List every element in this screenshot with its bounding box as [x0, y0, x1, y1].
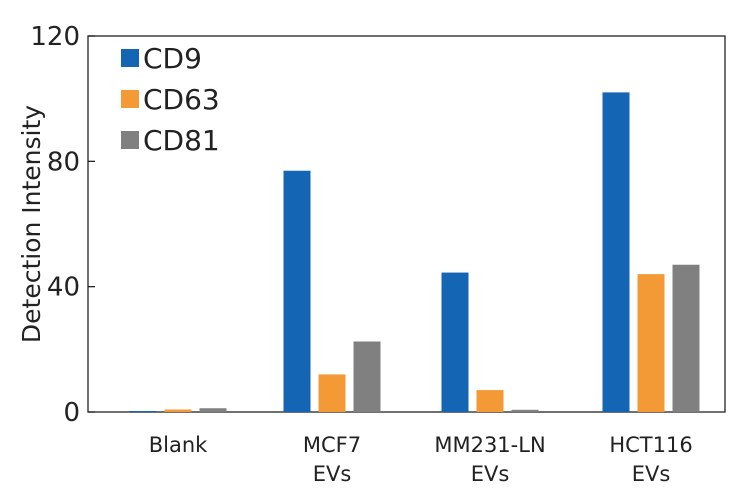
legend-label-cd63: CD63 [143, 83, 220, 116]
x-category-label: MM231-LN [434, 433, 545, 457]
y-tick-label: 0 [63, 398, 80, 428]
y-axis-label: Detection Intensity [17, 105, 46, 343]
bar-cd9 [441, 272, 469, 412]
bar-cd9 [602, 92, 630, 413]
x-category-label: EVs [632, 462, 671, 486]
y-tick-label: 120 [30, 22, 80, 52]
x-axis-category-labels: Blank MCF7 EVs MM231-LN EVs HCT116 EVs [149, 433, 693, 486]
y-tick-label: 80 [47, 147, 80, 177]
legend-swatch-cd63 [121, 90, 139, 108]
bar-cd63 [476, 390, 504, 412]
bars [129, 92, 700, 413]
x-category-label: EVs [313, 462, 352, 486]
y-axis-ticks: 0 40 80 120 [30, 22, 95, 428]
x-category-label: MCF7 [303, 433, 361, 457]
legend-swatch-cd81 [121, 131, 139, 149]
bar-cd9 [283, 170, 311, 412]
legend: CD9 CD63 CD81 [121, 42, 220, 157]
legend-swatch-cd9 [121, 49, 139, 67]
bar-cd81 [199, 408, 227, 412]
plot-frame [87, 35, 726, 413]
bar-cd9 [129, 411, 157, 412]
x-category-label: HCT116 [609, 433, 692, 457]
bar-cd81 [511, 409, 539, 412]
bar-cd81 [672, 264, 700, 412]
x-category-label: Blank [149, 433, 208, 457]
y-tick-label: 40 [47, 273, 80, 303]
bar-cd63 [637, 274, 665, 412]
x-category-label: EVs [471, 462, 510, 486]
bar-cd63 [318, 374, 346, 412]
legend-label-cd81: CD81 [143, 124, 220, 157]
bar-cd63 [164, 409, 192, 412]
legend-label-cd9: CD9 [143, 42, 202, 75]
bar-cd81 [353, 341, 381, 412]
